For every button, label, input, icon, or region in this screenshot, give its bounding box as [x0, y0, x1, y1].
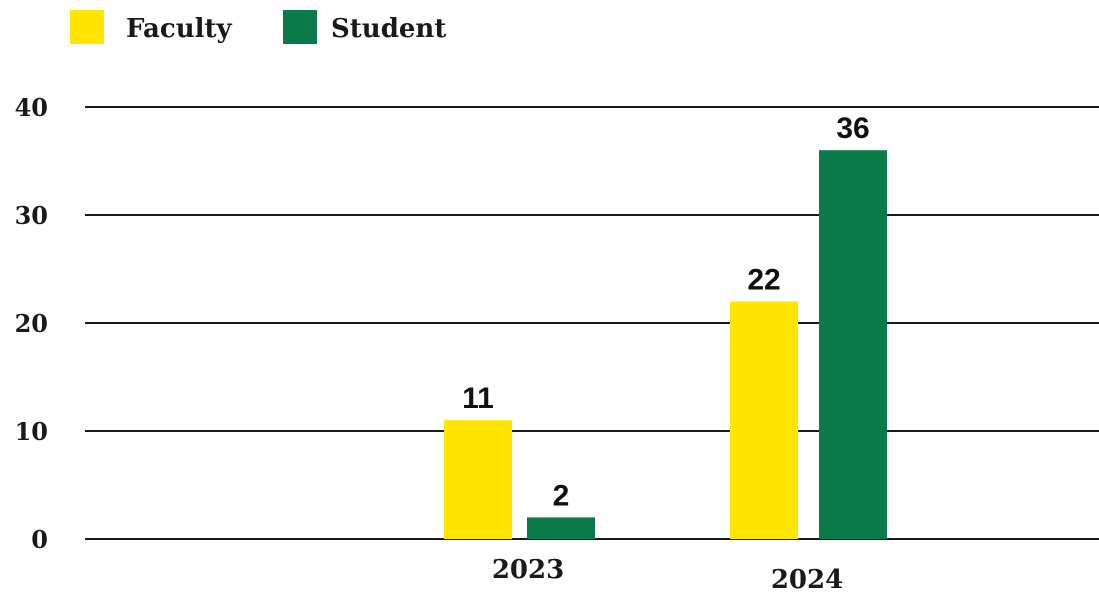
- y-tick-label: 40: [15, 93, 48, 122]
- x-axis-categories: 2023 2024: [492, 555, 843, 592]
- legend-swatch-faculty: [70, 10, 104, 44]
- legend-item-faculty: Faculty: [70, 10, 233, 44]
- faculty-bar-2023: [444, 420, 512, 539]
- value-label: 11: [462, 382, 494, 415]
- student-bar-2024: [819, 150, 887, 539]
- y-tick-label: 20: [15, 309, 48, 338]
- legend-item-student: Student: [283, 10, 446, 44]
- student-bar-2023: [527, 517, 595, 539]
- legend: Faculty Student: [70, 10, 446, 44]
- legend-label-faculty: Faculty: [126, 14, 233, 44]
- gridlines: [85, 106, 1099, 540]
- x-category-label: 2023: [492, 555, 564, 585]
- bars: [444, 150, 887, 539]
- value-label: 2: [553, 479, 570, 512]
- value-label: 36: [836, 112, 869, 145]
- legend-label-student: Student: [331, 14, 446, 44]
- value-label: 22: [747, 263, 780, 296]
- y-tick-label: 0: [31, 525, 48, 554]
- y-tick-label: 30: [15, 201, 48, 230]
- x-category-label: 2024: [771, 565, 843, 592]
- y-tick-label: 10: [15, 417, 48, 446]
- faculty-bar-2024: [730, 301, 798, 539]
- y-axis-ticks: 0 10 20 30 40: [15, 93, 48, 554]
- legend-swatch-student: [283, 10, 317, 44]
